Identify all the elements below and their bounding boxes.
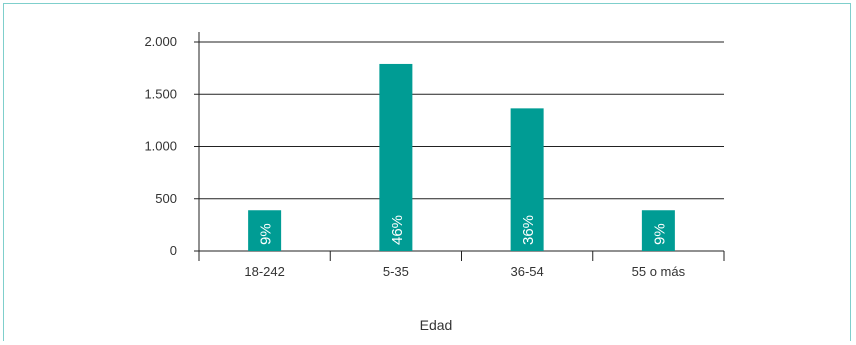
x-tick-label: 36-54 (511, 264, 544, 279)
y-tick-label: 1.500 (144, 86, 177, 101)
bar (248, 210, 282, 251)
ticks-layer: 0 500 1.000 1.500 2.000 18-242 5-35 36-54 55 o m… (144, 34, 725, 279)
y-tick-label: 0 (170, 243, 177, 258)
y-tick-label: 1.000 (144, 139, 177, 154)
x-tick-label: 18-242 (244, 264, 284, 279)
bar-value-label: 46% (389, 215, 406, 245)
bars-layer: 9% 46% 36% 9% (248, 63, 675, 251)
bar (379, 63, 413, 251)
x-axis-label: Edad (420, 317, 453, 333)
y-tick-label: 2.000 (144, 34, 177, 49)
grid-layer (199, 41, 724, 252)
bar (510, 108, 544, 251)
bar-value-label: 36% (520, 215, 537, 245)
bar-value-label: 9% (651, 223, 668, 245)
bar-value-label: 9% (258, 223, 275, 245)
chart-frame (3, 3, 851, 341)
y-tick-label: 500 (155, 191, 177, 206)
x-tick-label: 55 o más (632, 264, 686, 279)
x-tick-label: 5-35 (383, 264, 409, 279)
bar (641, 210, 675, 251)
